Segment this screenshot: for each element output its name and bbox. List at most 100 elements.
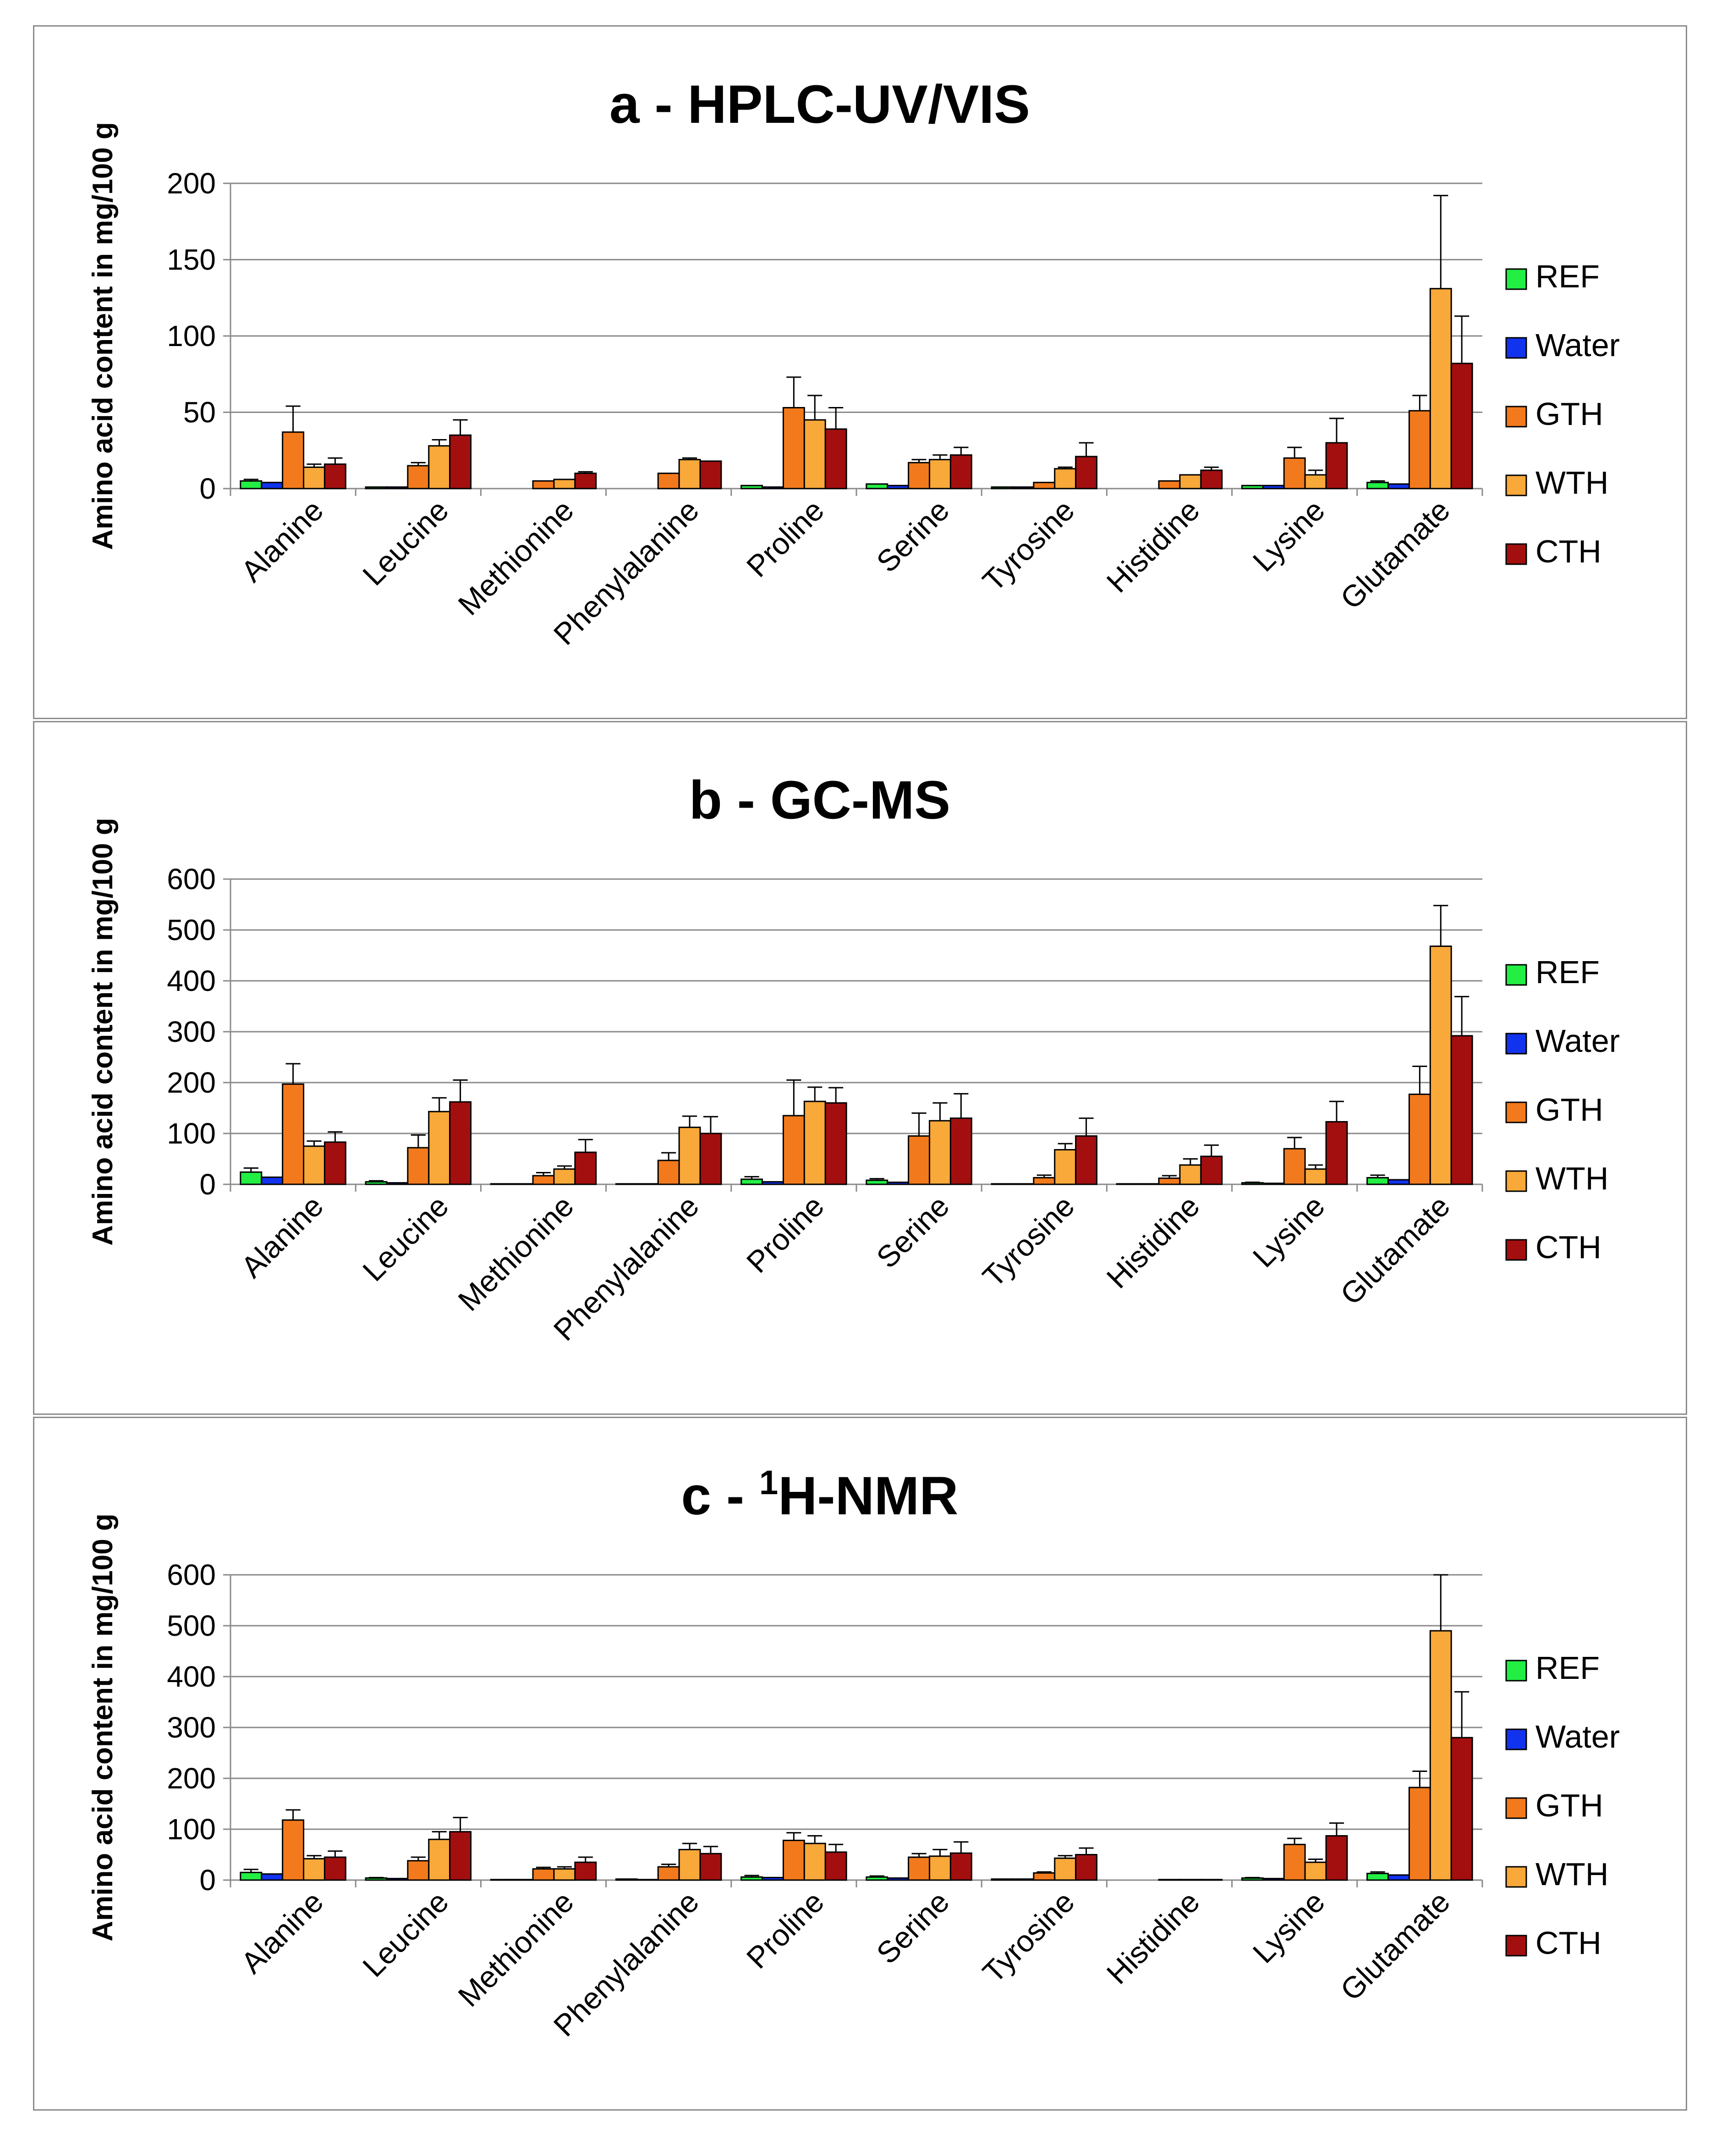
bar-wth-proline (803, 1842, 826, 1881)
bar-wth-lysine (1304, 474, 1327, 490)
bar-gth-tyrosine (1033, 1872, 1056, 1881)
chart-title-main: H-NMR (778, 1466, 958, 1526)
x-tick-label: Serine (870, 493, 955, 579)
bar-cth-tyrosine (1075, 1135, 1098, 1185)
bar-gth-phenylalanine (657, 1160, 680, 1185)
bar-gth-histidine (1158, 1177, 1181, 1185)
bar-cth-phenylalanine (699, 1853, 722, 1881)
legend-label-wth: WTH (1535, 1160, 1608, 1196)
y-tick-label: 300 (167, 1711, 216, 1744)
y-axis-label: Amino acid content in mg/100 g (87, 1513, 119, 1942)
bar-ref-proline (740, 1178, 763, 1185)
chart-title-prefix: a - (609, 74, 688, 135)
bar-cth-alanine (323, 463, 346, 490)
y-tick-label: 0 (199, 472, 216, 505)
bar-water-glutamate (1387, 1179, 1410, 1185)
bar-gth-phenylalanine (657, 1866, 680, 1881)
chart-title-main: GC-MS (770, 770, 950, 830)
bar-cth-phenylalanine (699, 460, 722, 490)
bar-wth-alanine (303, 1145, 325, 1185)
y-tick-label: 200 (167, 1762, 216, 1795)
bar-water-glutamate (1387, 483, 1410, 490)
bar-gth-proline (782, 407, 805, 490)
chart-panel-b: b - GC-MS 0 100 200 300 400 500 600 Amino acid c… (33, 721, 1687, 1415)
y-tick-label: 100 (167, 319, 216, 352)
x-tick-label: Proline (740, 1885, 831, 1975)
legend-swatch-water (1505, 1728, 1527, 1750)
x-tick-label: Histidine (1100, 1189, 1206, 1295)
legend-swatch-wth (1505, 1170, 1527, 1192)
bar-ref-tyrosine (991, 486, 1014, 490)
bar-gth-lysine (1283, 1148, 1306, 1185)
bar-cth-tyrosine (1075, 456, 1098, 490)
y-tick-label: 200 (167, 167, 216, 200)
bar-gth-glutamate (1408, 1094, 1431, 1185)
legend-swatch-cth (1505, 543, 1527, 565)
bar-water-tyrosine (1012, 486, 1035, 490)
legend-label-cth: CTH (1535, 534, 1601, 569)
x-tick-label: Alanine (234, 1885, 329, 1980)
bar-water-serine (887, 1877, 910, 1881)
y-tick-label: 300 (167, 1015, 216, 1048)
x-tick-label: Glutamate (1334, 493, 1457, 616)
bar-cth-leucine (449, 1831, 472, 1881)
bar-gth-proline (782, 1115, 805, 1185)
x-tick-label: Histidine (1100, 493, 1206, 599)
bar-wth-leucine (428, 1838, 451, 1881)
bar-wth-alanine (303, 1858, 325, 1881)
chart-title-prefix: c - (681, 1466, 760, 1526)
x-tick-label: Leucine (356, 493, 455, 592)
bar-water-lysine (1262, 1878, 1285, 1881)
bar-wth-leucine (428, 445, 451, 490)
legend-swatch-water (1505, 337, 1527, 359)
bar-gth-leucine (407, 1147, 430, 1185)
bar-gth-alanine (282, 1819, 305, 1881)
legend-label-water: Water (1535, 327, 1620, 363)
y-tick-label: 600 (167, 863, 216, 896)
bar-ref-glutamate (1366, 482, 1389, 490)
y-tick-label: 500 (167, 913, 216, 946)
y-axis-label: Amino acid content in mg/100 g (87, 122, 119, 550)
bar-cth-leucine (449, 1101, 472, 1185)
bar-wth-phenylalanine (678, 459, 701, 490)
bar-wth-tyrosine (1054, 1857, 1077, 1881)
y-tick-label: 150 (167, 243, 216, 276)
y-tick-label: 600 (167, 1558, 216, 1591)
bar-wth-glutamate (1429, 288, 1452, 490)
legend-label-gth: GTH (1535, 1788, 1603, 1823)
chart-svg: a - HPLC-UV/VIS 0 50 100 150 200 Amino acid co… (87, 74, 1620, 651)
bar-wth-serine (929, 459, 951, 490)
bar-wth-glutamate (1429, 946, 1452, 1185)
legend-label-wth: WTH (1535, 1856, 1608, 1892)
bar-gth-glutamate (1408, 1787, 1431, 1881)
legend-swatch-gth (1505, 1101, 1527, 1123)
legend-label-wth: WTH (1535, 465, 1608, 500)
bar-cth-alanine (323, 1141, 346, 1185)
bar-water-lysine (1262, 1182, 1285, 1185)
bar-cth-histidine (1200, 1155, 1223, 1185)
bar-wth-phenylalanine (678, 1127, 701, 1185)
bar-ref-lysine (1241, 1877, 1264, 1881)
bar-cth-glutamate (1450, 1035, 1473, 1185)
bar-gth-methionine (532, 480, 555, 490)
legend-label-cth: CTH (1535, 1229, 1601, 1265)
x-tick-label: Proline (740, 493, 831, 584)
bar-wth-methionine (553, 478, 576, 490)
bar-water-alanine (261, 482, 284, 490)
y-tick-label: 400 (167, 1660, 216, 1693)
bar-ref-alanine (240, 1171, 263, 1185)
bar-cth-alanine (323, 1856, 346, 1881)
y-tick-label: 0 (199, 1864, 216, 1897)
bar-ref-glutamate (1366, 1177, 1389, 1185)
bar-gth-methionine (532, 1175, 555, 1185)
x-tick-label: Alanine (234, 493, 329, 588)
bar-wth-lysine (1304, 1861, 1327, 1881)
bar-cth-serine (949, 1852, 972, 1881)
bar-gth-histidine (1158, 480, 1181, 490)
legend-label-ref: REF (1535, 258, 1600, 294)
bar-cth-tyrosine (1075, 1854, 1098, 1881)
bar-ref-proline (740, 484, 763, 490)
x-tick-label: Methionine (451, 493, 580, 622)
bar-water-alanine (261, 1873, 284, 1881)
bar-wth-methionine (553, 1168, 576, 1185)
